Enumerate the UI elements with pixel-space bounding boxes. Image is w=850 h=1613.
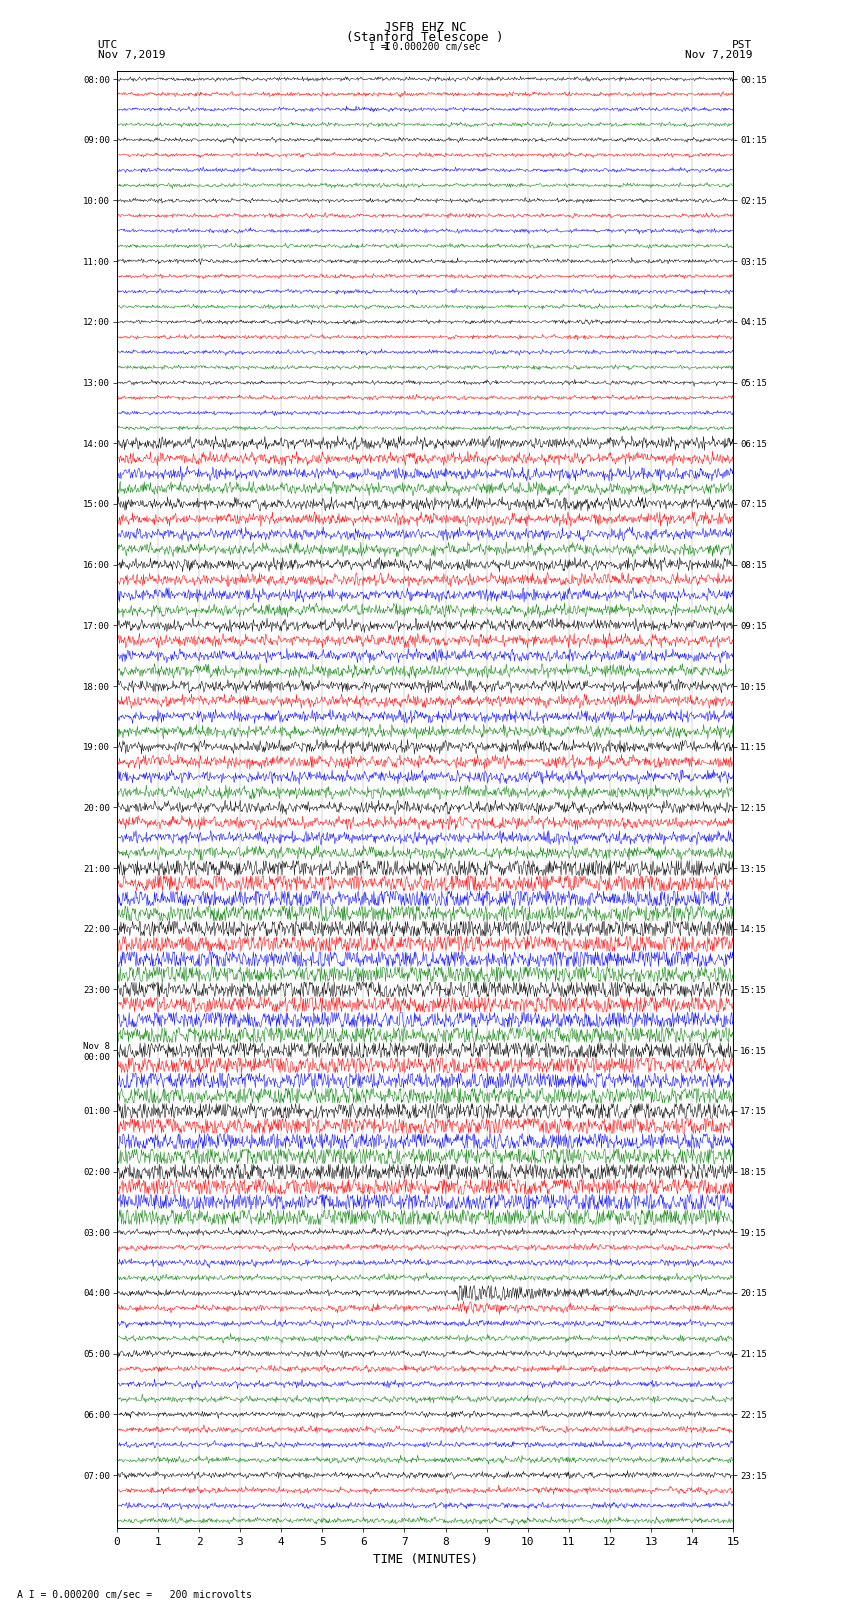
Text: JSFB EHZ NC: JSFB EHZ NC (383, 21, 467, 34)
Text: Nov 7,2019: Nov 7,2019 (685, 50, 752, 60)
Text: I = 0.000200 cm/sec: I = 0.000200 cm/sec (369, 42, 481, 52)
Text: UTC: UTC (98, 40, 118, 50)
Text: I: I (383, 42, 390, 52)
Text: PST: PST (732, 40, 752, 50)
Text: (Stanford Telescope ): (Stanford Telescope ) (346, 31, 504, 44)
Text: A I = 0.000200 cm/sec =   200 microvolts: A I = 0.000200 cm/sec = 200 microvolts (17, 1590, 252, 1600)
Text: Nov 7,2019: Nov 7,2019 (98, 50, 165, 60)
X-axis label: TIME (MINUTES): TIME (MINUTES) (372, 1553, 478, 1566)
